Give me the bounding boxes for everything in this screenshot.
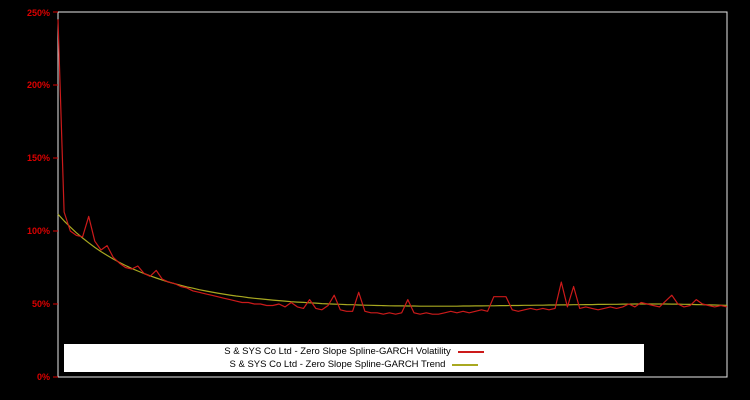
plot-frame: [57, 11, 728, 378]
y-tick-label: 200%: [27, 80, 50, 90]
legend-swatch-trend: [452, 363, 479, 366]
legend-swatch-volatility: [457, 350, 484, 353]
y-tick-label: 100%: [27, 226, 50, 236]
y-axis-tickmarks: [53, 11, 58, 378]
y-tick-label: 250%: [27, 8, 50, 18]
y-tick-label: 50%: [32, 299, 50, 309]
legend: S & SYS Co Ltd - Zero Slope Spline-GARCH…: [64, 344, 644, 372]
trend-line: [57, 213, 728, 307]
y-tick-label: 0%: [37, 372, 50, 382]
y-axis-labels: 0% 50% 100% 150% 200% 250%: [27, 8, 50, 382]
volatility-line: [57, 19, 728, 315]
legend-label-volatility: S & SYS Co Ltd - Zero Slope Spline-GARCH…: [224, 345, 451, 357]
legend-row-volatility: S & SYS Co Ltd - Zero Slope Spline-GARCH…: [64, 346, 644, 358]
legend-label-trend: S & SYS Co Ltd - Zero Slope Spline-GARCH…: [229, 358, 446, 370]
y-tick-label: 150%: [27, 153, 50, 163]
legend-row-trend: S & SYS Co Ltd - Zero Slope Spline-GARCH…: [64, 359, 644, 371]
